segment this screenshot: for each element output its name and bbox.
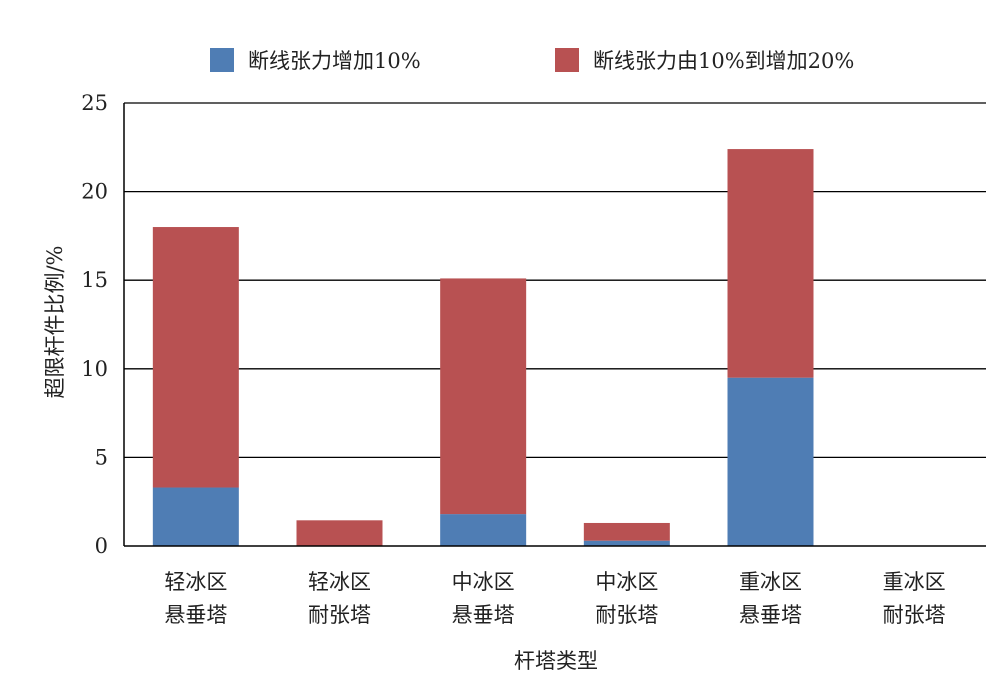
bar-series-2 <box>727 149 814 378</box>
legend-swatch-series-2 <box>555 48 579 72</box>
y-tick-label: 10 <box>81 357 108 381</box>
bar-series-1 <box>727 377 814 546</box>
x-axis-title: 杆塔类型 <box>514 649 598 673</box>
bar-series-1 <box>440 514 527 546</box>
bar-series-2 <box>152 227 239 488</box>
x-category-label: 轻冰区 <box>308 570 371 594</box>
bar-series-2 <box>583 522 670 541</box>
x-category-label: 中冰区 <box>452 570 515 594</box>
y-tick-labels: 0 5 10 15 20 25 <box>81 91 108 558</box>
legend: 断线张力增加10% 断线张力由10%到增加20% <box>210 48 854 73</box>
x-category-label: 耐张塔 <box>595 603 658 627</box>
y-tick-label: 20 <box>81 180 108 204</box>
y-tick-label: 25 <box>81 91 108 115</box>
bar-series-2 <box>440 278 527 515</box>
bar-series-1 <box>583 540 670 546</box>
x-category-label: 重冰区 <box>739 570 802 594</box>
x-category-label: 耐张塔 <box>308 603 371 627</box>
y-tick-label: 0 <box>95 534 108 558</box>
x-category-label: 悬垂塔 <box>739 603 802 627</box>
x-category-label: 中冰区 <box>595 570 658 594</box>
x-category-label: 悬垂塔 <box>164 603 227 627</box>
legend-swatch-series-1 <box>210 48 234 72</box>
legend-label-series-2: 断线张力由10%到增加20% <box>593 49 854 73</box>
x-category-label: 耐张塔 <box>883 603 946 627</box>
bars <box>152 149 814 546</box>
y-tick-label: 15 <box>81 268 108 292</box>
legend-label-series-1: 断线张力增加10% <box>248 49 421 73</box>
x-category-label: 重冰区 <box>883 570 946 594</box>
bar-series-2 <box>296 520 383 546</box>
x-category-label: 轻冰区 <box>164 570 227 594</box>
y-axis-title: 超限杆件比例/% <box>43 245 67 398</box>
gridlines <box>124 102 986 459</box>
x-category-label: 悬垂塔 <box>452 603 515 627</box>
y-tick-label: 5 <box>95 445 108 469</box>
bar-series-1 <box>152 487 239 546</box>
